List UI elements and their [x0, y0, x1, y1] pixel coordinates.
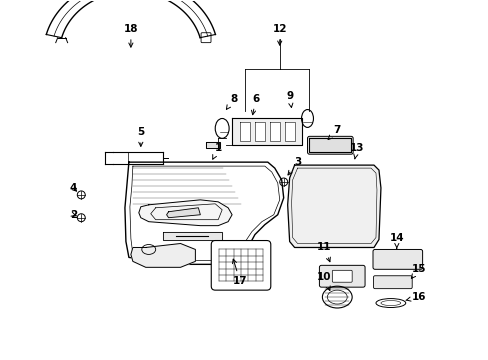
Text: 13: 13	[349, 143, 364, 159]
Text: 8: 8	[226, 94, 237, 109]
FancyBboxPatch shape	[307, 136, 352, 154]
Polygon shape	[287, 165, 380, 247]
Polygon shape	[232, 118, 301, 145]
FancyBboxPatch shape	[211, 240, 270, 290]
Text: 10: 10	[317, 272, 331, 291]
Polygon shape	[124, 162, 283, 264]
Polygon shape	[254, 122, 264, 141]
Text: 15: 15	[410, 264, 425, 278]
Text: 18: 18	[123, 24, 138, 47]
Text: 4: 4	[69, 183, 77, 193]
Polygon shape	[284, 122, 294, 141]
Polygon shape	[131, 243, 195, 267]
Text: 16: 16	[405, 292, 425, 302]
Polygon shape	[240, 122, 249, 141]
Polygon shape	[163, 231, 222, 239]
Text: 1: 1	[212, 143, 222, 159]
FancyBboxPatch shape	[201, 33, 210, 42]
Text: 11: 11	[317, 243, 331, 262]
Polygon shape	[139, 200, 232, 226]
Text: 3: 3	[287, 157, 301, 175]
FancyBboxPatch shape	[372, 249, 422, 269]
Text: 7: 7	[327, 125, 340, 140]
Text: 17: 17	[232, 259, 247, 286]
Text: 6: 6	[251, 94, 259, 115]
Polygon shape	[166, 208, 200, 218]
Text: 9: 9	[285, 91, 293, 108]
FancyBboxPatch shape	[332, 270, 351, 282]
Polygon shape	[269, 122, 279, 141]
Text: 12: 12	[272, 24, 286, 45]
Text: 5: 5	[137, 127, 144, 147]
Polygon shape	[206, 142, 220, 148]
Text: 14: 14	[389, 233, 403, 248]
FancyBboxPatch shape	[319, 265, 365, 287]
FancyBboxPatch shape	[373, 276, 411, 289]
Text: 2: 2	[70, 210, 77, 220]
Polygon shape	[309, 138, 350, 152]
